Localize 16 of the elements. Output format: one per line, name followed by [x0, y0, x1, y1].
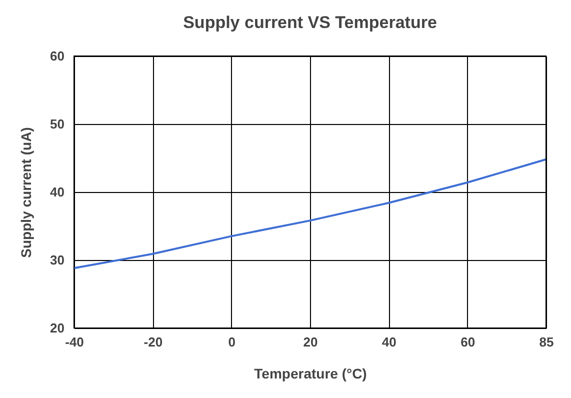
y-axis-title: Supply current (uA): [18, 127, 34, 258]
x-axis-title: Temperature (°C): [254, 366, 367, 382]
y-tick-label: 40: [50, 184, 64, 200]
chart-title: Supply current VS Temperature: [183, 13, 437, 32]
y-tick-label: 50: [50, 116, 64, 132]
x-tick-label: 85: [539, 334, 554, 350]
x-tick-label: 0: [228, 334, 236, 350]
x-tick-label: -20: [144, 334, 163, 350]
x-tick-label: 60: [460, 334, 476, 350]
x-tick-label: -40: [65, 334, 84, 350]
y-tick-label: 20: [50, 320, 64, 336]
x-tick-label: 20: [303, 334, 318, 350]
y-tick-label: 30: [50, 252, 64, 268]
line-series: [73, 158, 547, 270]
x-tick-label: 40: [382, 334, 396, 350]
y-tick-label: 60: [50, 48, 64, 64]
